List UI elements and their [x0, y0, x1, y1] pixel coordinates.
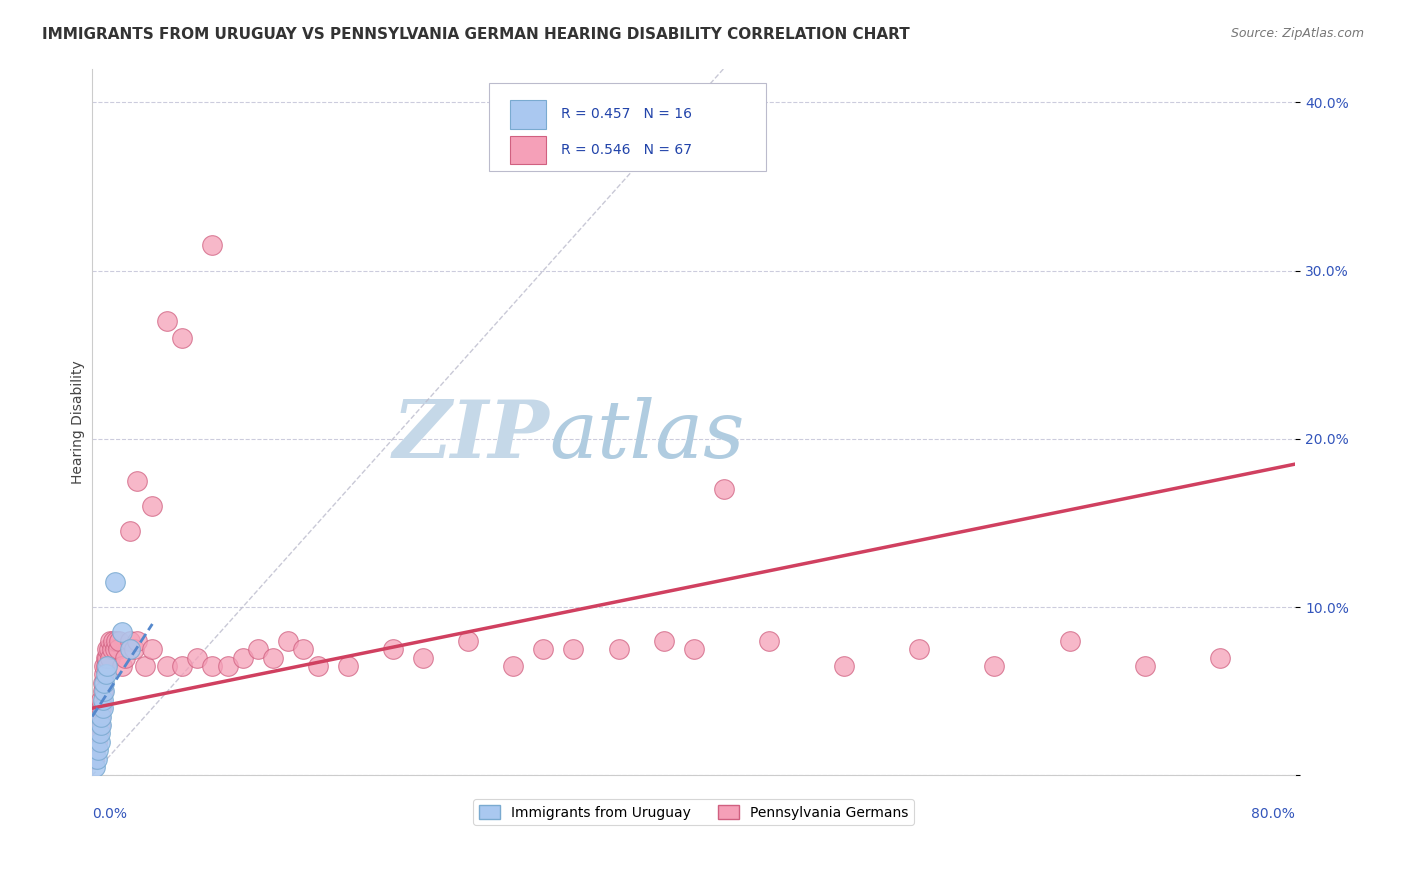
Point: [86, 735, 108, 749]
Point: [141, 499, 163, 513]
Point: [94, 659, 117, 673]
Point: [90, 718, 112, 732]
Point: [246, 642, 269, 657]
Text: R = 0.546   N = 67: R = 0.546 N = 67: [561, 143, 692, 157]
Text: R = 0.457   N = 16: R = 0.457 N = 16: [561, 107, 692, 121]
Point: [457, 633, 479, 648]
Point: [908, 642, 931, 657]
Point: [118, 642, 141, 657]
Point: [307, 659, 329, 673]
Point: [118, 524, 141, 539]
Point: [277, 633, 299, 648]
Point: [262, 650, 284, 665]
Point: [201, 238, 224, 252]
Point: [96, 642, 118, 657]
Point: [682, 642, 704, 657]
Point: [86, 751, 108, 765]
Point: [141, 642, 163, 657]
FancyBboxPatch shape: [489, 83, 766, 171]
Point: [652, 633, 675, 648]
Point: [107, 642, 129, 657]
Point: [89, 726, 111, 740]
Point: [93, 659, 115, 673]
Point: [983, 659, 1005, 673]
Point: [134, 659, 156, 673]
Point: [94, 667, 117, 681]
Point: [91, 701, 114, 715]
Point: [103, 633, 125, 648]
Point: [607, 642, 630, 657]
Point: [91, 692, 114, 706]
Point: [232, 650, 254, 665]
Point: [93, 684, 115, 698]
Text: Source: ZipAtlas.com: Source: ZipAtlas.com: [1230, 27, 1364, 40]
Y-axis label: Hearing Disability: Hearing Disability: [72, 360, 86, 483]
FancyBboxPatch shape: [509, 100, 546, 128]
Point: [1133, 659, 1156, 673]
Text: 0.0%: 0.0%: [93, 807, 127, 822]
FancyBboxPatch shape: [509, 136, 546, 164]
Point: [87, 743, 110, 757]
Point: [96, 659, 118, 673]
Point: [93, 676, 115, 690]
Point: [89, 709, 111, 723]
Point: [105, 633, 128, 648]
Point: [108, 633, 131, 648]
Point: [97, 642, 120, 657]
Point: [156, 659, 179, 673]
Point: [381, 642, 404, 657]
Point: [83, 751, 105, 765]
Point: [90, 709, 112, 723]
Point: [291, 642, 314, 657]
Point: [111, 625, 134, 640]
Point: [531, 642, 554, 657]
Point: [89, 735, 111, 749]
Point: [98, 633, 121, 648]
Point: [114, 650, 136, 665]
Legend: Immigrants from Uruguay, Pennsylvania Germans: Immigrants from Uruguay, Pennsylvania Ge…: [474, 799, 914, 825]
Point: [89, 718, 111, 732]
Point: [91, 684, 114, 698]
Point: [84, 760, 107, 774]
Point: [713, 483, 735, 497]
Point: [172, 659, 194, 673]
Point: [832, 659, 855, 673]
Text: ZIP: ZIP: [392, 398, 550, 475]
Text: atlas: atlas: [550, 398, 745, 475]
Point: [84, 743, 107, 757]
Point: [90, 692, 112, 706]
Point: [1059, 633, 1081, 648]
Point: [87, 726, 110, 740]
Point: [111, 659, 134, 673]
Point: [172, 331, 194, 345]
Point: [104, 642, 127, 657]
Point: [96, 650, 118, 665]
Point: [186, 650, 208, 665]
Point: [217, 659, 239, 673]
Point: [118, 633, 141, 648]
Point: [562, 642, 585, 657]
Point: [124, 642, 146, 657]
Text: IMMIGRANTS FROM URUGUAY VS PENNSYLVANIA GERMAN HEARING DISABILITY CORRELATION CH: IMMIGRANTS FROM URUGUAY VS PENNSYLVANIA …: [42, 27, 910, 42]
Point: [100, 642, 122, 657]
Text: 80.0%: 80.0%: [1251, 807, 1295, 822]
Point: [502, 659, 524, 673]
Point: [758, 633, 780, 648]
Point: [90, 701, 112, 715]
Point: [201, 659, 224, 673]
Point: [336, 659, 359, 673]
Point: [412, 650, 434, 665]
Point: [127, 633, 149, 648]
Point: [104, 574, 127, 589]
Point: [156, 314, 179, 328]
Point: [94, 650, 117, 665]
Point: [1209, 650, 1232, 665]
Point: [98, 650, 121, 665]
Point: [93, 667, 115, 681]
Point: [91, 676, 114, 690]
Point: [127, 474, 149, 488]
